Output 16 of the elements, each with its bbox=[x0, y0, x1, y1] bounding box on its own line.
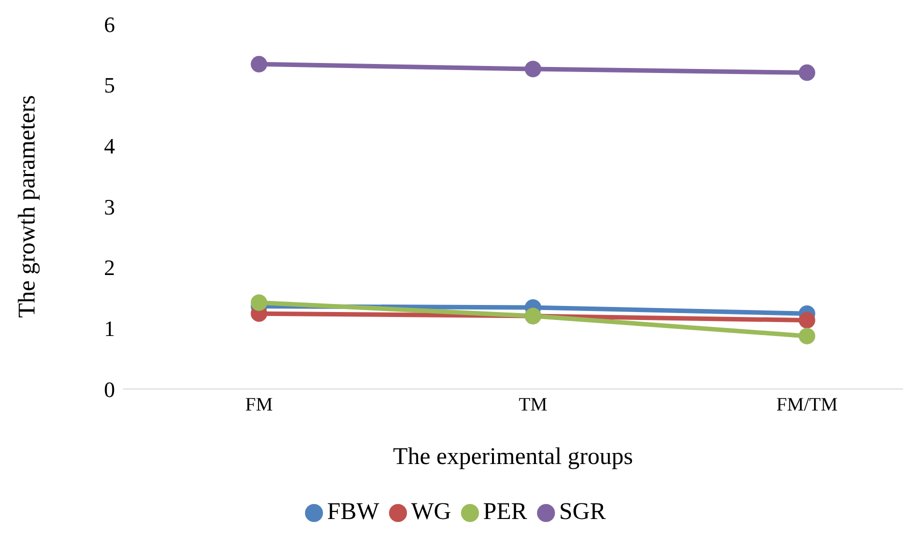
legend-label: WG bbox=[411, 499, 452, 525]
y-tick-label: 0 bbox=[104, 376, 115, 402]
y-tick-label: 1 bbox=[104, 316, 115, 341]
x-tick-label: TM bbox=[518, 394, 548, 416]
legend-label: PER bbox=[483, 499, 528, 525]
y-tick-label: 4 bbox=[104, 133, 115, 158]
y-tick-label: 5 bbox=[104, 72, 115, 98]
y-tick-label: 6 bbox=[104, 12, 115, 37]
x-tick-label: FM/TM bbox=[776, 394, 838, 416]
legend-label: FBW bbox=[327, 499, 380, 525]
legend-label: SGR bbox=[559, 499, 606, 525]
y-axis-title: The growth parameters bbox=[14, 95, 41, 318]
x-axis-title: The experimental groups bbox=[393, 444, 633, 470]
x-tick-label: FM bbox=[245, 394, 273, 416]
y-tick-label: 3 bbox=[104, 194, 115, 220]
y-tick-label: 2 bbox=[104, 255, 115, 280]
